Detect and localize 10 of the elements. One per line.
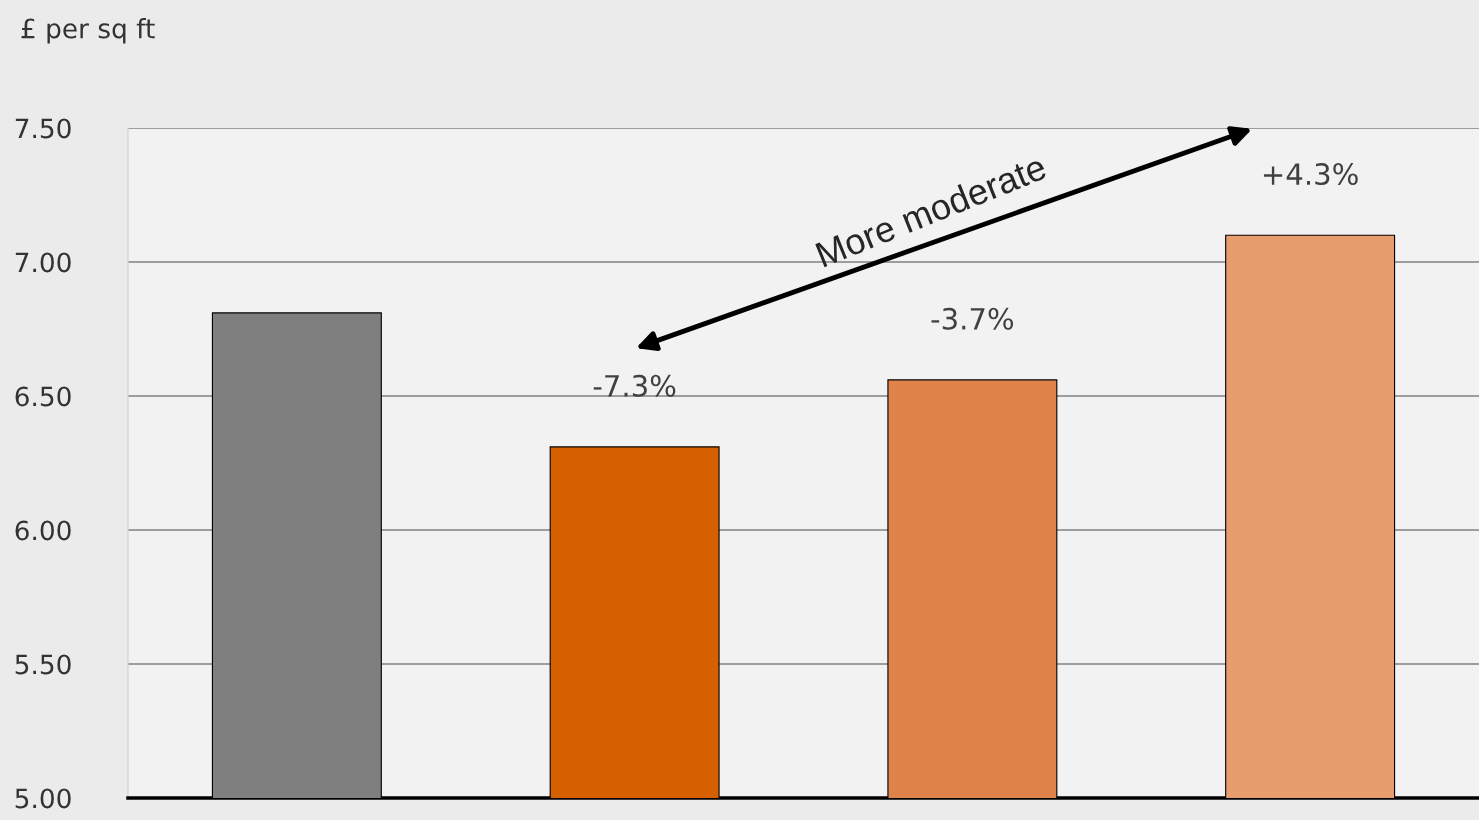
y-tick-label: 7.00	[15, 252, 71, 273]
y-axis-title: £ per sq ft	[21, 18, 155, 44]
y-tick-label: 6.00	[15, 520, 71, 541]
y-tick-label: 6.50	[15, 386, 71, 407]
annotation: -3.7%	[931, 307, 1014, 330]
y-tick-label: 7.50	[15, 118, 71, 139]
y-tick-label: 5.50	[15, 654, 71, 675]
y-tick-label: 5.00	[15, 788, 71, 809]
annotation: -7.3%	[593, 374, 676, 397]
annotation: +4.3%	[1263, 163, 1358, 186]
